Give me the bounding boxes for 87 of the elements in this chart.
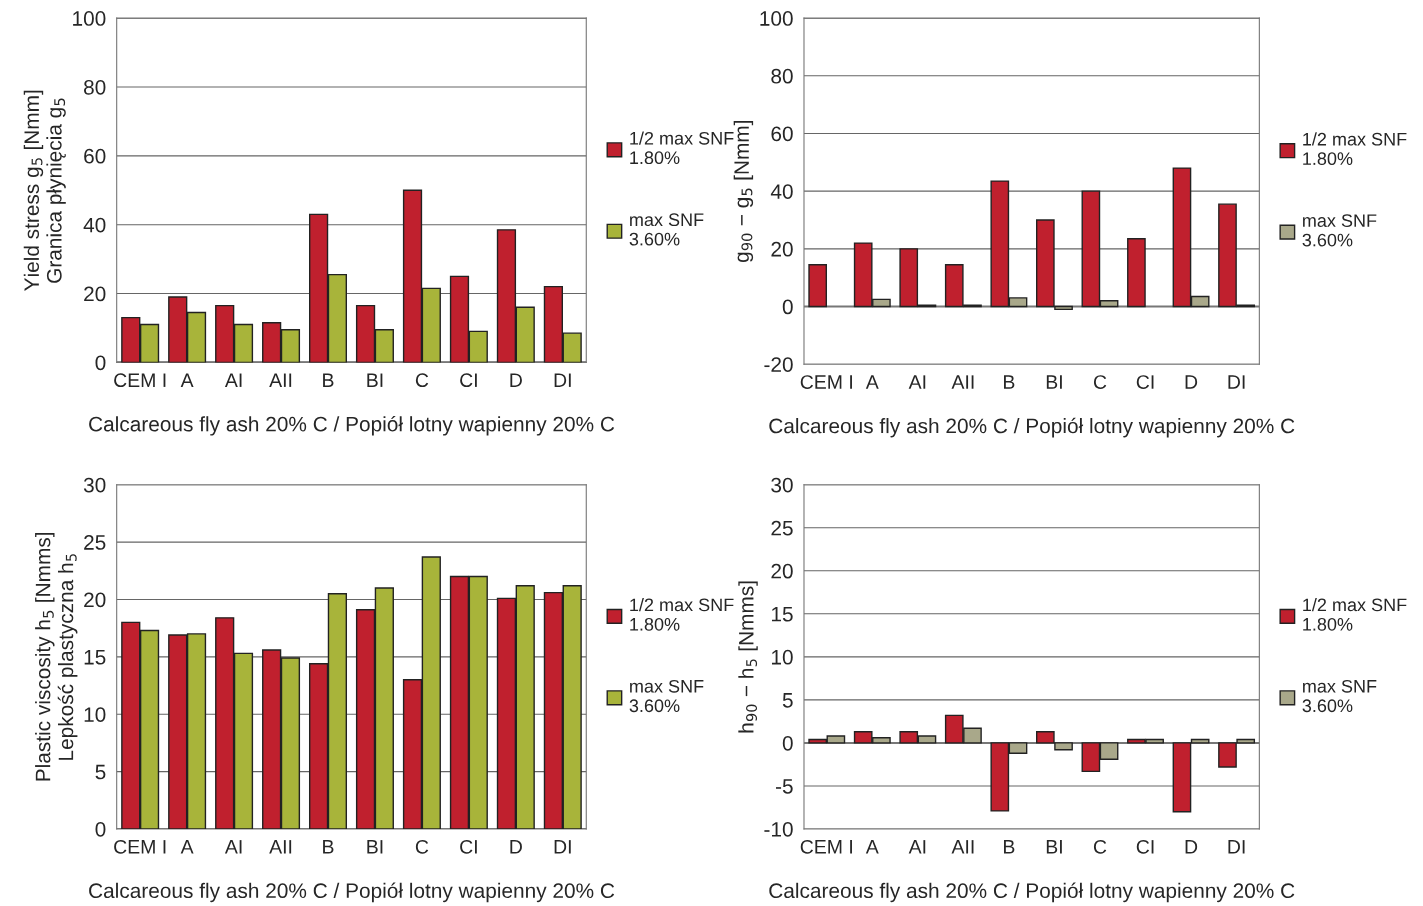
y-tick-label: 20	[771, 563, 793, 579]
x-tick-label: CEM I	[800, 839, 852, 854]
legend-label: max SNF 3.60%	[629, 679, 704, 713]
x-tick-label: AII	[951, 840, 974, 854]
x-tick-label: B	[323, 373, 334, 387]
x-tick-label: BI	[1046, 375, 1062, 389]
x-tick-label: CEM I	[800, 375, 852, 389]
x-tick-label: D	[510, 840, 522, 854]
x-tick-label: C	[415, 373, 429, 388]
x-tick-label: C	[415, 839, 429, 854]
bar	[1127, 238, 1146, 308]
y-tick-label: 60	[771, 126, 793, 142]
y-axis-title: Plastic viscosity h$_{5}$ [Nmms] Lepkość plastyczna h$_{5}$	[35, 532, 78, 781]
x-tick-label: CEM I	[114, 839, 166, 854]
y-tick-label: 40	[83, 217, 106, 233]
y-tick-label: 60	[84, 148, 106, 164]
y-tick-label: 5	[95, 764, 106, 780]
x-tick-label: DI	[554, 840, 571, 854]
y-tick-label: 0	[95, 821, 106, 837]
legend-label: max SNF 3.60%	[1302, 679, 1377, 713]
x-tick-label: BI	[367, 840, 383, 854]
y-tick-label: 15	[772, 607, 793, 622]
y-tick-label: 80	[771, 68, 793, 84]
x-axis-title: Calcareous fly ash 20% C / Popiół lotny wapienny 20% C	[89, 415, 615, 436]
y-tick-label: 100	[73, 11, 106, 26]
y-tick-label: 20	[84, 592, 106, 608]
y-tick-label: 20	[771, 241, 793, 257]
x-tick-label: DI	[1228, 375, 1245, 389]
y-tick-label: -5	[775, 779, 793, 794]
x-axis-title: Calcareous fly ash 20% C / Popiół lotny wapienny 20% C	[769, 417, 1295, 438]
x-axis-title: Calcareous fly ash 20% C / Popiół lotny wapienny 20% C	[769, 882, 1295, 903]
x-tick-label: CI	[460, 373, 477, 388]
x-tick-label: A	[865, 375, 879, 389]
y-tick-label: -20	[764, 357, 793, 372]
x-tick-label: DI	[1228, 840, 1245, 854]
legend-label: 1/2 max SNF 1.80%	[1303, 598, 1407, 631]
x-tick-label: DI	[554, 373, 571, 387]
legend-label: 1/2 max SNF 1.80%	[630, 131, 734, 165]
x-tick-label: D	[510, 373, 522, 387]
x-tick-label: BI	[1046, 840, 1062, 854]
x-tick-label: AII	[269, 373, 292, 387]
y-tick-label: 0	[95, 355, 106, 371]
legend-label: max SNF 3.60%	[629, 213, 704, 246]
y-tick-label: 40	[770, 184, 793, 199]
x-axis-title: Calcareous fly ash 20% C / Popiół lotny wapienny 20% C	[89, 882, 615, 903]
x-tick-label: C	[1093, 375, 1107, 389]
legend-label: max SNF 3.60%	[1302, 214, 1377, 247]
x-tick-label: B	[323, 840, 334, 854]
y-tick-label: 25	[771, 520, 793, 536]
x-tick-label: AI	[224, 840, 242, 854]
y-tick-label: 20	[84, 286, 106, 302]
y-tick-label: 0	[782, 735, 793, 751]
y-tick-label: 10	[772, 649, 793, 665]
x-tick-label: AI	[224, 373, 242, 387]
x-tick-label: CI	[1136, 839, 1154, 854]
y-tick-label: 30	[83, 477, 106, 493]
x-tick-label: AI	[908, 375, 926, 389]
x-tick-label: A	[180, 373, 194, 387]
y-axis-title: Yield stress g$_{5}$ [Nmm] Granica płynięcia g$_{5}$	[23, 90, 66, 291]
legend-label: 1/2 max SNF 1.80%	[630, 598, 734, 631]
x-tick-label: A	[180, 840, 194, 854]
x-tick-label: BI	[367, 373, 383, 387]
y-tick-label: 30	[771, 477, 793, 493]
bar	[808, 264, 828, 308]
y-tick-label: 15	[84, 650, 106, 665]
x-tick-label: D	[1185, 840, 1198, 854]
y-tick-label: 80	[84, 79, 106, 95]
y-tick-label: 25	[84, 535, 106, 550]
x-tick-label: B	[1004, 840, 1015, 854]
x-tick-label: CEM I	[114, 373, 166, 388]
y-axis-title: h$_{90}$ − h$_{5}$ [Nmms]	[738, 581, 758, 733]
y-axis-title: g$_{90}$ − g$_{5}$ [Nmm]	[733, 121, 754, 263]
y-tick-label: -10	[764, 821, 793, 837]
y-tick-label: 5	[782, 693, 793, 708]
legend-label: 1/2 max SNF 1.80%	[1303, 132, 1407, 166]
x-tick-label: AII	[269, 840, 292, 854]
y-tick-label: 100	[760, 11, 793, 26]
x-tick-label: CI	[1136, 375, 1154, 389]
x-tick-label: CI	[460, 839, 477, 854]
x-tick-label: AII	[951, 375, 974, 389]
x-tick-label: A	[865, 840, 879, 854]
x-tick-label: D	[1185, 375, 1198, 389]
x-tick-label: AI	[908, 840, 926, 854]
y-tick-label: 10	[84, 707, 106, 722]
x-tick-label: B	[1004, 375, 1015, 389]
y-tick-label: 0	[782, 299, 793, 315]
x-tick-label: C	[1093, 839, 1107, 854]
